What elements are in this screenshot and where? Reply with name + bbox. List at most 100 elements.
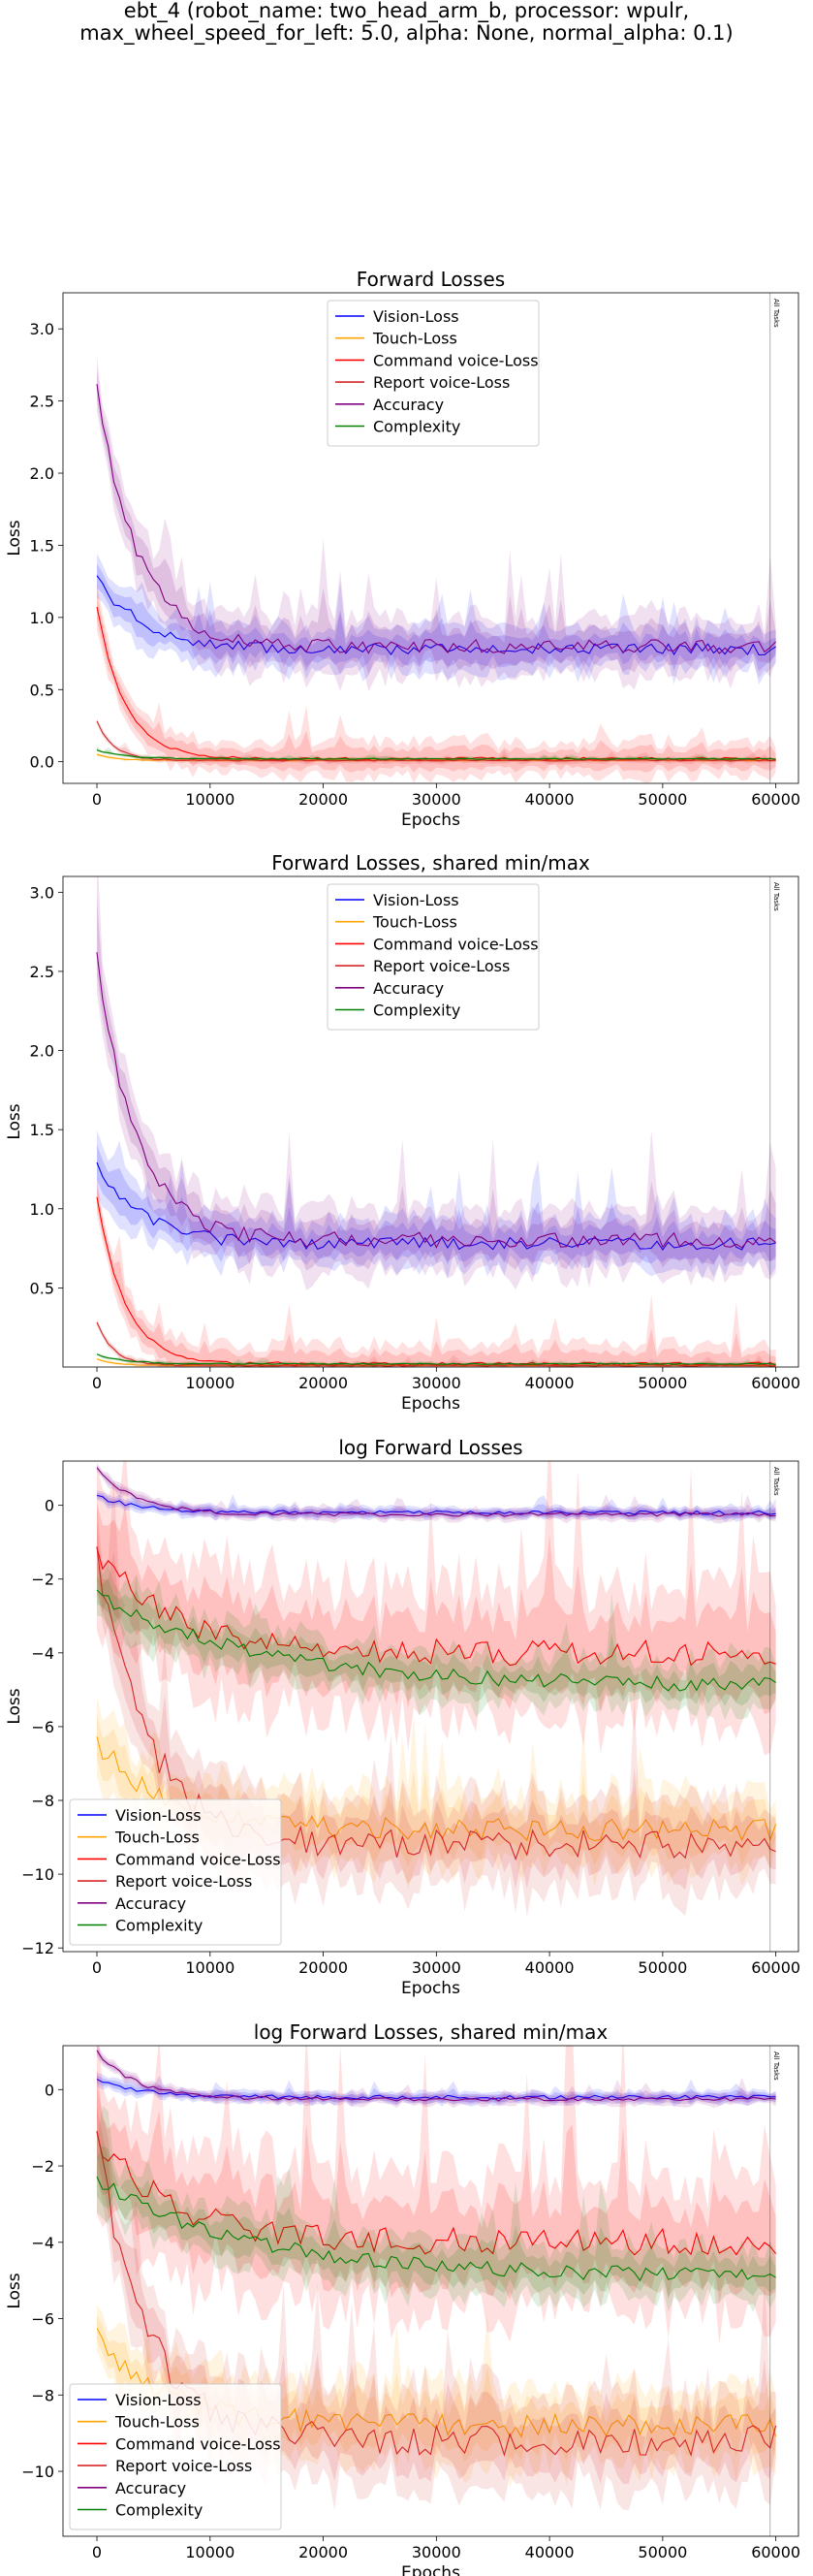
- legend-box: [69, 1798, 282, 1946]
- y-tick-label: −2: [31, 2157, 54, 2176]
- x-axis-label: Epochs: [401, 811, 460, 830]
- complexity-outer-band: [97, 746, 776, 762]
- y-tick-label: 2.5: [30, 963, 54, 981]
- legend-box: [327, 300, 540, 447]
- legend: Vision-Loss Touch-Loss Command voice-Loss R…: [327, 883, 540, 1031]
- axes-frame: [62, 2045, 799, 2537]
- x-axis-label: Epochs: [401, 1394, 460, 1414]
- legend-entry-report-voice-loss: Report voice-Loss: [115, 2457, 252, 2475]
- vision-loss-inner-band: [97, 563, 776, 672]
- vision-loss-line: [96, 2079, 776, 2100]
- y-tick-label: 3.0: [30, 883, 54, 902]
- axes-frame: [62, 292, 799, 784]
- x-tick-label: 20000: [298, 2543, 348, 2561]
- chart-title: Forward Losses, shared min/max: [271, 851, 590, 875]
- x-tick-label: 50000: [638, 790, 687, 809]
- x-tick-label: 40000: [525, 2543, 575, 2561]
- legend-entry-vision-loss: Vision-Loss: [373, 307, 459, 326]
- y-tick-label: 0: [45, 1497, 54, 1515]
- y-tick-label: 2.0: [30, 1042, 54, 1061]
- chart-title: log Forward Losses, shared min/max: [254, 2020, 609, 2044]
- x-tick-label: 10000: [185, 2543, 235, 2561]
- complexity-inner-band: [97, 2146, 776, 2298]
- touch-loss-inner-band: [97, 1714, 776, 1867]
- y-tick-label: −8: [31, 1792, 54, 1810]
- command-voice-loss-inner-band: [97, 2067, 776, 2304]
- x-tick-label: 60000: [751, 790, 800, 809]
- x-tick-label: 30000: [412, 2543, 461, 2561]
- chart-panel-3: All Tasks 0 10000 20000 30000 40000 50000 60000…: [5, 1436, 800, 1998]
- accuracy-outer-band: [97, 357, 776, 692]
- x-axis-label: Epochs: [401, 2563, 460, 2576]
- y-tick-label: −12: [21, 1939, 54, 1957]
- x-tick-label: 0: [92, 1374, 102, 1392]
- x-tick-label: 30000: [412, 790, 461, 809]
- accuracy-inner-band: [97, 896, 776, 1271]
- complexity-inner-band: [97, 1575, 776, 1707]
- legend-box: [69, 2383, 282, 2530]
- chart-title: Forward Losses: [357, 268, 505, 291]
- x-tick-label: 50000: [638, 1374, 687, 1392]
- legend-entry-touch-loss: Touch-Loss: [372, 330, 457, 348]
- report-voice-loss-inner-band: [97, 1523, 776, 1891]
- legend-entry-accuracy: Accuracy: [115, 2479, 186, 2497]
- suptitle-line-1: ebt_4 (robot_name: two_head_arm_b, proce…: [123, 0, 690, 22]
- y-tick-label: −4: [31, 2234, 54, 2252]
- axes-frame: [62, 1460, 799, 1953]
- chart-panel-1: All Tasks 0 10000 20000 30000 40000 50000 60000…: [5, 268, 800, 830]
- legend-entry-complexity: Complexity: [115, 2501, 203, 2520]
- command-voice-loss-outer-band: [97, 583, 776, 783]
- x-tick-label: 30000: [412, 1374, 461, 1392]
- vision-loss-line: [96, 1494, 776, 1515]
- accuracy-outer-band: [97, 1463, 776, 1524]
- legend-entry-vision-loss: Vision-Loss: [115, 2391, 202, 2409]
- suptitle-line-2: max_wheel_speed_for_left: 5.0, alpha: No…: [79, 21, 734, 45]
- x-tick-label: 50000: [638, 2543, 687, 2561]
- x-tick-label: 60000: [751, 2543, 800, 2561]
- x-tick-label: 30000: [412, 1958, 461, 1977]
- legend-entry-touch-loss: Touch-Loss: [372, 913, 457, 932]
- x-tick-label: 20000: [298, 1374, 348, 1392]
- y-axis-label: Loss: [5, 2273, 24, 2308]
- y-tick-label: −6: [31, 2310, 54, 2329]
- x-tick-label: 0: [92, 1958, 102, 1977]
- x-axis-label: Epochs: [401, 1979, 460, 1998]
- legend-entry-command-voice-loss: Command voice-Loss: [115, 2434, 281, 2453]
- chart-panel-2: All Tasks 0 10000 20000 30000 40000 50000 60000…: [5, 851, 800, 1414]
- x-tick-label: 60000: [751, 1374, 800, 1392]
- figure-suptitle: ebt_4 (robot_name: two_head_arm_b, proce…: [0, 0, 813, 45]
- legend-entry-report-voice-loss: Report voice-Loss: [373, 373, 510, 392]
- legend-entry-accuracy: Accuracy: [373, 979, 444, 998]
- plot-area: [96, 357, 776, 783]
- legend-entry-complexity: Complexity: [373, 1002, 460, 1020]
- accuracy-inner-band: [97, 1465, 776, 1521]
- vision-loss-inner-band: [97, 1144, 776, 1265]
- x-tick-label: 10000: [185, 1374, 235, 1392]
- legend-entry-report-voice-loss: Report voice-Loss: [115, 1872, 252, 1891]
- y-tick-label: 0.5: [30, 681, 54, 699]
- legend-entry-vision-loss: Vision-Loss: [115, 1806, 202, 1825]
- vision-loss-outer-band: [97, 1129, 776, 1280]
- all-tasks-label: All Tasks: [772, 1467, 780, 1496]
- x-tick-label: 60000: [751, 1958, 800, 1977]
- complexity-inner-band: [97, 1353, 776, 1366]
- x-tick-label: 20000: [298, 790, 348, 809]
- y-tick-label: −10: [21, 1865, 54, 1884]
- y-tick-label: 2.0: [30, 464, 54, 483]
- x-tick-label: 40000: [525, 790, 575, 809]
- x-tick-label: 0: [92, 2543, 102, 2561]
- command-voice-loss-line: [96, 1547, 776, 1667]
- x-tick-label: 40000: [525, 1374, 575, 1392]
- accuracy-line: [96, 384, 776, 654]
- complexity-line: [96, 749, 776, 760]
- y-axis-label: Loss: [5, 1688, 24, 1724]
- legend-box: [327, 883, 540, 1031]
- legend-entry-vision-loss: Vision-Loss: [373, 891, 459, 909]
- legend: Vision-Loss Touch-Loss Command voice-Loss R…: [69, 1798, 282, 1946]
- accuracy-outer-band: [97, 2046, 776, 2109]
- y-tick-label: −6: [31, 1718, 54, 1736]
- y-tick-label: 1.5: [30, 1121, 54, 1139]
- legend-entry-touch-loss: Touch-Loss: [114, 1829, 200, 1847]
- x-tick-label: 50000: [638, 1958, 687, 1977]
